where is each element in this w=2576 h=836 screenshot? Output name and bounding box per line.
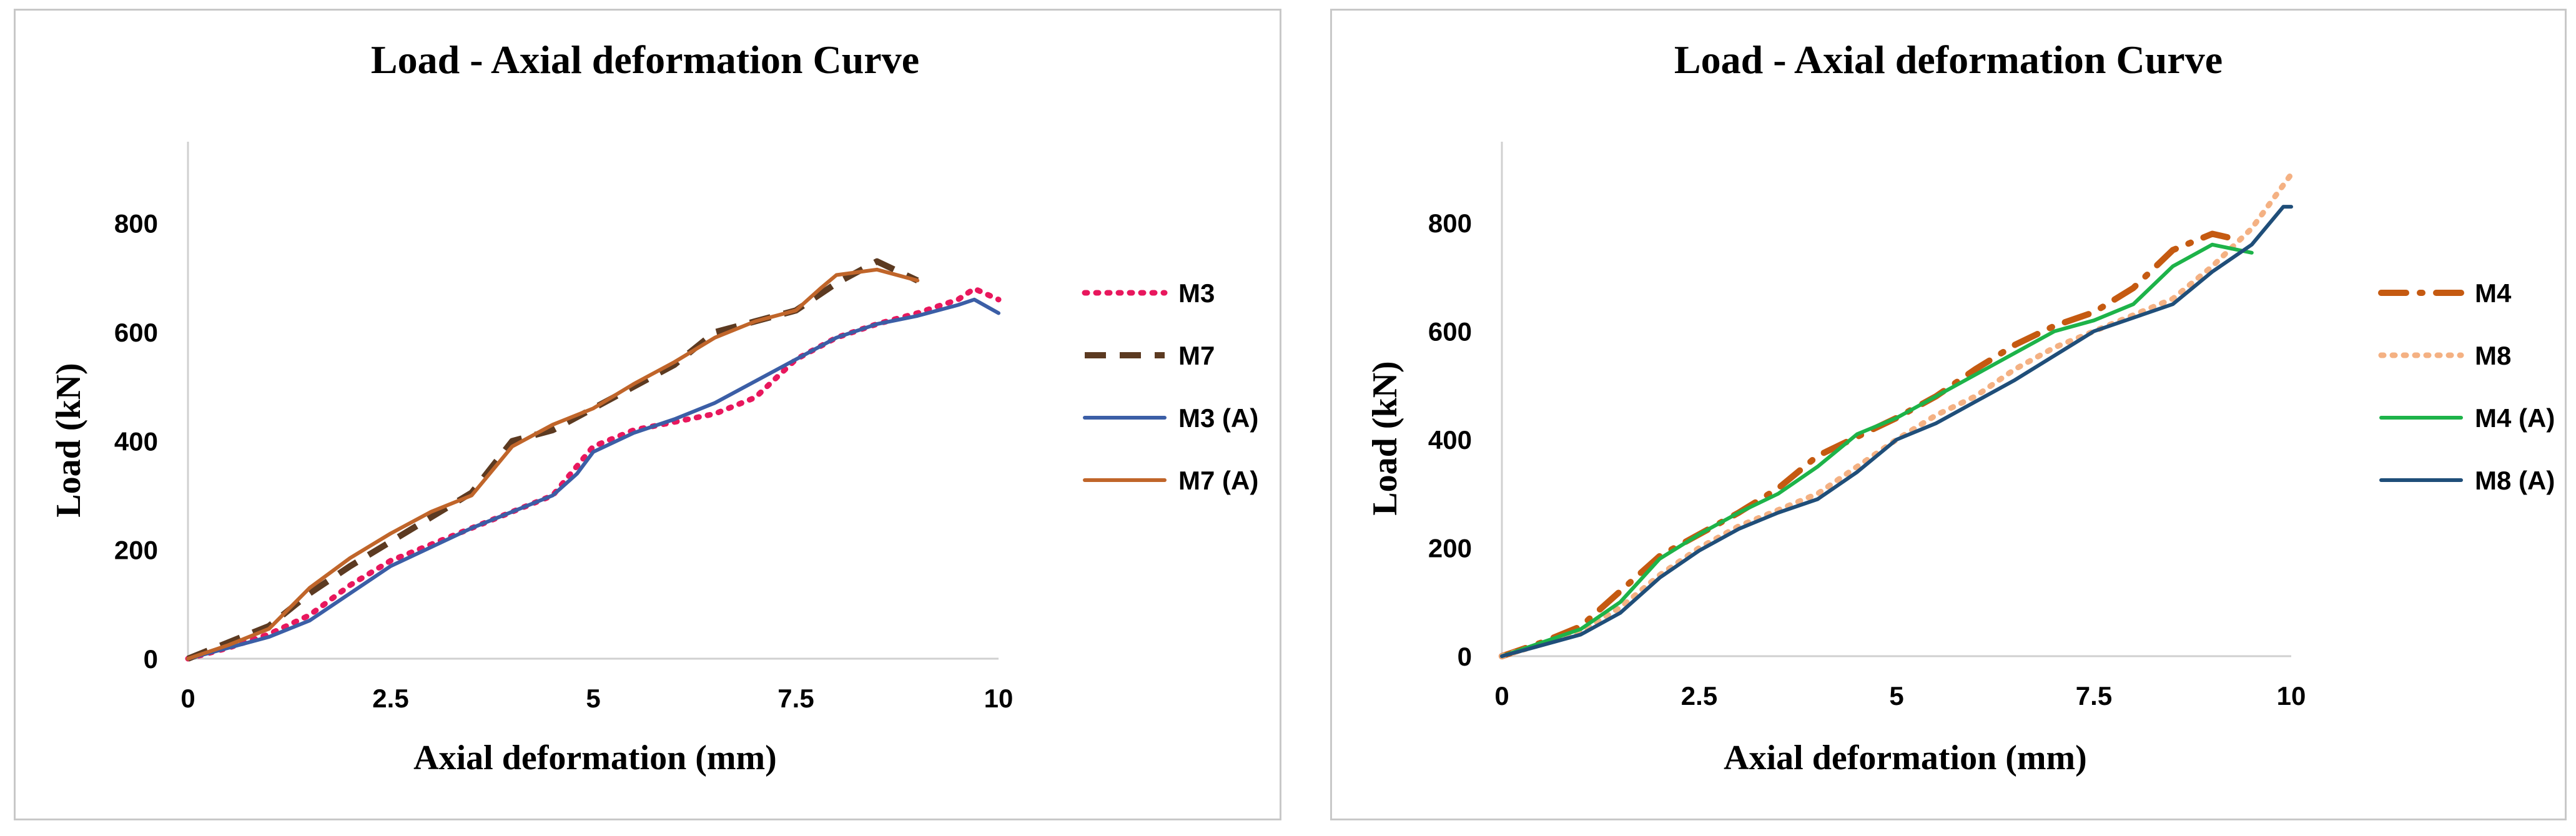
legend-item: M7 (A) — [1083, 466, 1258, 495]
chart-panel-right: Load - Axial deformation Curve Axial def… — [1330, 9, 2567, 820]
legend-item: M3 — [1082, 278, 1215, 308]
legend-label: M8 (A) — [2475, 466, 2555, 495]
chart-panel-left: Load - Axial deformation Curve Axial def… — [14, 9, 1281, 820]
y-tick-label: 0 — [144, 644, 158, 674]
legend-label: M3 — [1178, 278, 1215, 308]
x-tick-label: 2.5 — [1681, 681, 1717, 711]
chart-right: Load - Axial deformation Curve Axial def… — [1366, 37, 2555, 777]
chart-left: Load - Axial deformation Curve Axial def… — [49, 37, 1258, 777]
x-tick-label: 5 — [586, 684, 600, 713]
x-axis-title: Axial deformation (mm) — [1724, 739, 2087, 777]
series-line-m4 — [1499, 230, 2239, 659]
series-line-m8-a — [1500, 205, 2293, 658]
y-tick-label: 200 — [114, 536, 158, 565]
x-tick-label: 10 — [984, 684, 1014, 713]
x-tick-label: 7.5 — [777, 684, 814, 713]
legend-item: M4 — [2378, 278, 2512, 308]
y-axis-title: Load (kN) — [1366, 361, 1404, 515]
legend-item: M8 (A) — [2379, 466, 2555, 495]
legend-item: M3 (A) — [1083, 403, 1258, 433]
y-tick-label: 400 — [114, 426, 158, 456]
series-line-m3-a — [186, 297, 1000, 661]
y-tick-label: 800 — [114, 209, 158, 239]
x-tick-label: 7.5 — [2076, 681, 2112, 711]
legend-label: M3 (A) — [1178, 403, 1258, 433]
y-tick-label: 200 — [1428, 534, 1472, 563]
x-axis-title: Axial deformation (mm) — [413, 739, 777, 777]
x-tick-label: 10 — [2277, 681, 2306, 711]
chart-title: Load - Axial deformation Curve — [1674, 37, 2223, 82]
y-tick-label: 400 — [1428, 425, 1472, 455]
y-tick-label: 0 — [1458, 642, 1472, 671]
x-tick-label: 2.5 — [372, 684, 408, 713]
legend-label: M7 (A) — [1178, 466, 1258, 495]
series-line-m3 — [185, 285, 1002, 662]
y-tick-label: 800 — [1428, 209, 1472, 238]
legend-item: M8 — [2378, 341, 2511, 370]
y-axis-title: Load (kN) — [49, 363, 88, 517]
x-tick-label: 5 — [1889, 681, 1903, 711]
series-line-m7-a — [186, 267, 920, 661]
series-line-m4-a — [1500, 242, 2254, 658]
legend-label: M4 — [2475, 278, 2512, 308]
legend-label: M8 — [2475, 341, 2511, 370]
y-tick-label: 600 — [1428, 317, 1472, 347]
legend-item: M7 — [1085, 341, 1215, 370]
x-tick-label: 0 — [180, 684, 195, 713]
legend-label: M7 — [1178, 341, 1215, 370]
legend-label: M4 (A) — [2475, 403, 2555, 433]
y-tick-label: 600 — [114, 318, 158, 347]
chart-title: Load - Axial deformation Curve — [371, 37, 919, 82]
legend-item: M4 (A) — [2379, 403, 2555, 433]
x-tick-label: 0 — [1494, 681, 1509, 711]
